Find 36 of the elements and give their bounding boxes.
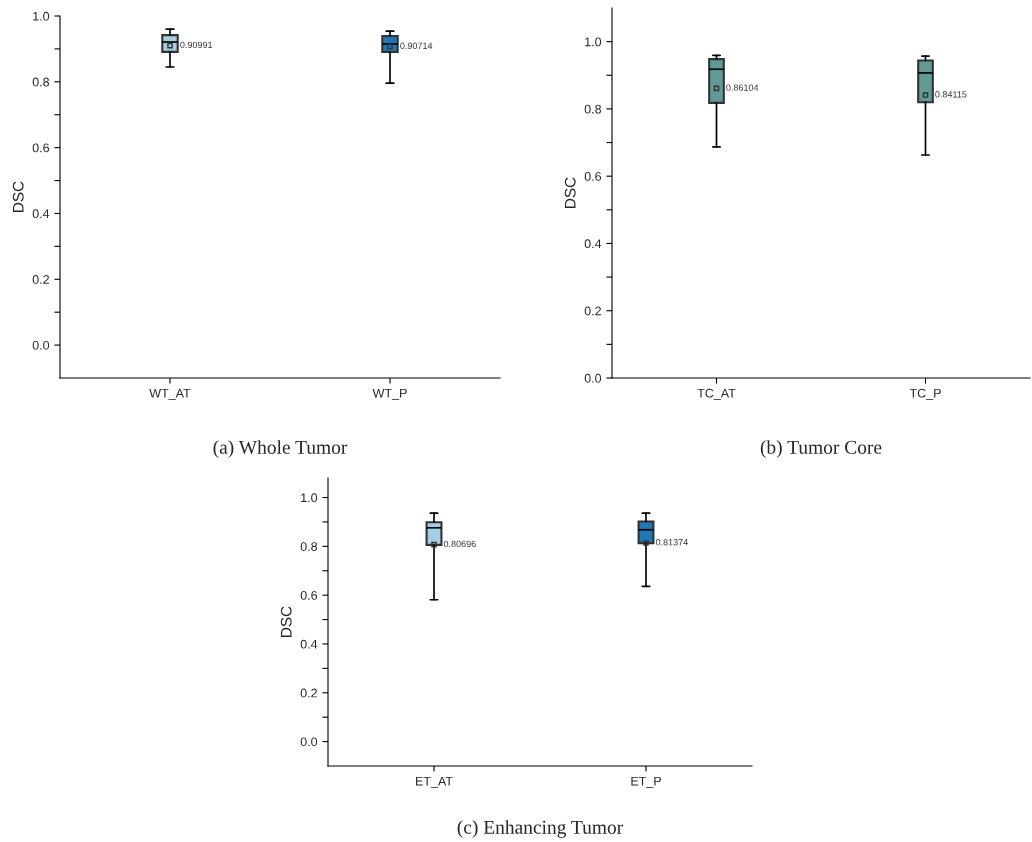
annotation: 0.84115 [935,91,967,98]
y-tick-label: 0.0 [300,737,318,747]
annotation: 0.86104 [726,84,759,91]
annotation: 0.90991 [180,41,213,49]
x-tick-label: WT_AT [149,388,191,400]
y-tick-label: 0.8 [300,542,318,551]
x-tick-label: TC_AT [697,388,736,400]
x-tick-label: TC_P [909,388,941,400]
y-axis-title: DSC [12,181,24,212]
y-tick-label: 0.8 [584,104,602,114]
y-tick-label: 0.6 [584,171,602,181]
x-tick-label: ET_AT [416,776,453,788]
y-tick-label: 0.4 [300,639,318,649]
y-axis-title: DSC [564,177,576,208]
y-tick-label: 1.0 [301,493,318,503]
text: (c) Enhancing Tumor [457,820,624,838]
y-tick-label: 0.2 [300,688,317,698]
text: (b) Tumor Core [760,440,882,458]
y-tick-label: 0.0 [584,373,602,383]
y-tick-label: 0.0 [32,340,50,350]
text: (a) Whole Tumor [213,440,348,458]
y-tick-label: 0.4 [584,239,602,249]
annotation: 0.81374 [655,539,688,546]
y-tick-label: 0.2 [32,275,49,284]
annotation: 0.90714 [400,42,433,49]
y-tick-label: 0.4 [32,209,50,219]
x-tick-label: ET_P [631,776,661,788]
y-tick-label: 0.2 [584,306,601,316]
y-tick-label: 1.0 [33,11,50,21]
y-tick-label: 0.6 [32,143,50,153]
annotation: 0.80696 [443,540,476,548]
y-axis-title: DSC [280,606,292,637]
x-tick-label: WT_P [372,388,407,400]
y-tick-label: 0.8 [32,77,50,87]
y-tick-label: 0.6 [300,590,318,600]
y-tick-label: 1.0 [585,37,602,47]
